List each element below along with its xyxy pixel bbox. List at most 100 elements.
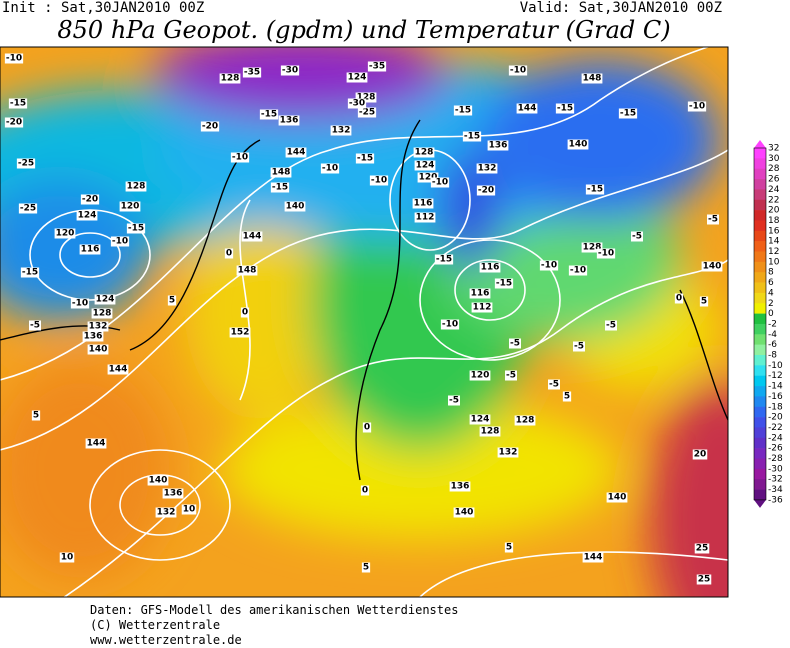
colorbar-band — [754, 344, 766, 356]
contour-label: 25 — [696, 544, 709, 554]
contour-label-box — [110, 236, 130, 247]
colorbar: 32302826242220181614121086420-2-4-6-8-10… — [753, 140, 783, 508]
contour-label-box — [242, 67, 262, 78]
contour-label-box — [414, 212, 436, 223]
contour-label: 140 — [703, 262, 722, 272]
contour-label: 132 — [89, 322, 108, 332]
colorbar-label: 28 — [768, 164, 780, 174]
contour-label-box — [606, 492, 628, 503]
colorbar-label: -32 — [768, 475, 783, 485]
contour-label-box — [505, 370, 517, 381]
contour-label: 0 — [226, 249, 232, 259]
contour-label-box — [229, 327, 251, 338]
contour-label-box — [224, 248, 234, 259]
contour-label-box — [412, 198, 434, 209]
contour-label: 5 — [701, 297, 707, 307]
contour-label: -15 — [10, 99, 26, 109]
contour-label: -10 — [72, 299, 88, 309]
contour-label: 128 — [127, 182, 146, 192]
footer-line: www.wetterzentrale.de — [90, 633, 242, 647]
contour-label: 140 — [149, 476, 168, 486]
contour-label: 132 — [499, 448, 518, 458]
contour-label: 132 — [332, 126, 351, 136]
contour-label: -5 — [708, 215, 718, 225]
colorbar-label: -4 — [768, 330, 777, 340]
contour-label-box — [107, 364, 129, 375]
colorbar-label: -20 — [768, 413, 783, 423]
contour-label: -10 — [689, 102, 705, 112]
contour-label: -10 — [232, 153, 248, 163]
contour-label: 128 — [481, 427, 500, 437]
colorbar-label: -12 — [768, 371, 783, 381]
contour-label: -15 — [128, 224, 144, 234]
contour-label: -15 — [620, 109, 636, 119]
colorbar-band — [754, 406, 766, 418]
colorbar-band — [754, 272, 766, 283]
colorbar-label: 16 — [768, 226, 780, 236]
contour-label: -15 — [261, 110, 277, 120]
colorbar-band — [754, 468, 766, 480]
colorbar-band — [754, 282, 766, 294]
colorbar-label: 0 — [768, 309, 774, 319]
colorbar-band — [754, 199, 766, 211]
contour-label: -10 — [432, 178, 448, 188]
colorbar-label: 6 — [768, 278, 774, 288]
contour-label-box — [29, 320, 41, 331]
contour-label-box — [369, 175, 389, 186]
contour-label-box — [79, 244, 101, 255]
contour-label: 10 — [61, 553, 74, 563]
contour-label: 10 — [183, 505, 196, 515]
contour-label-box — [417, 172, 439, 183]
contour-label-box — [487, 140, 509, 151]
contour-label-box — [509, 338, 521, 349]
colorbar-band — [754, 220, 766, 232]
contour-label: 5 — [506, 543, 512, 553]
contour-label-box — [674, 293, 684, 304]
contour-label: 144 — [243, 232, 262, 242]
colorbar-band — [754, 148, 766, 159]
contour-label: 128 — [415, 148, 434, 158]
contour-label-box — [82, 331, 104, 342]
contour-label: 144 — [584, 553, 603, 563]
contour-label-box — [539, 260, 559, 271]
contour-label-box — [241, 231, 263, 242]
colorbar-label: -30 — [768, 464, 783, 474]
contour-label-box — [568, 265, 588, 276]
colorbar-label: -6 — [768, 340, 777, 350]
contour-label-box — [585, 184, 605, 195]
colorbar-band — [754, 251, 766, 263]
contour-label-box — [440, 319, 460, 330]
contour-label-box — [562, 391, 572, 402]
contour-label-box — [70, 298, 90, 309]
contour-label: -25 — [18, 159, 34, 169]
colorbar-label: -28 — [768, 454, 783, 464]
contour-label: 124 — [78, 211, 97, 221]
contour-label-box — [125, 181, 147, 192]
contour-label: -35 — [244, 68, 260, 78]
colorbar-band — [754, 489, 766, 501]
contour-label: 144 — [109, 365, 128, 375]
colorbar-frame — [753, 147, 767, 501]
contour-label: 5 — [564, 392, 570, 402]
colorbar-label: 10 — [768, 257, 780, 267]
colorbar-band — [754, 230, 766, 242]
contour-label-box — [147, 475, 169, 486]
contour-label-box — [119, 201, 141, 212]
contour-label-box — [497, 447, 519, 458]
contour-label: 124 — [471, 415, 490, 425]
map-frame — [0, 46, 729, 598]
contour-label: -10 — [510, 66, 526, 76]
contour-label-box — [462, 131, 482, 142]
contour-label: -10 — [598, 249, 614, 259]
contour-label-box — [692, 449, 708, 460]
contour-label: -15 — [272, 183, 288, 193]
contour-label: 20 — [694, 450, 707, 460]
colorbar-band — [754, 189, 766, 201]
colorbar-band — [754, 365, 766, 376]
colorbar-label: 12 — [768, 247, 779, 257]
contour-label-box — [8, 98, 28, 109]
contour-label-box — [573, 341, 585, 352]
contour-label: 112 — [473, 303, 492, 313]
contour-label-box — [471, 302, 493, 313]
contour-label-box — [504, 542, 514, 553]
